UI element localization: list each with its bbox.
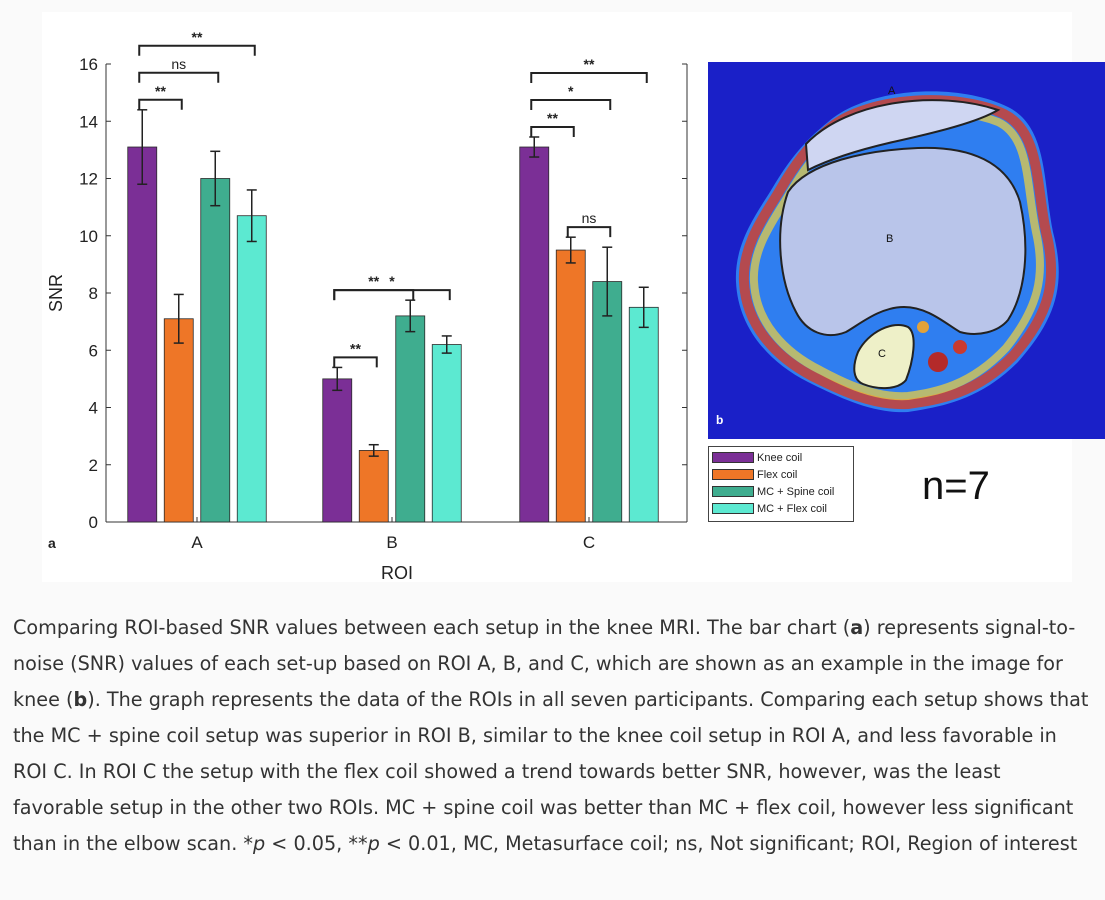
significance-bracket (530, 71, 648, 83)
x-axis-title: ROI (381, 563, 413, 582)
legend-item-mc-flex-coil: MC + Flex coil (712, 500, 850, 517)
mri-roi-label-c: C (878, 348, 886, 360)
mri-roi-label-b: B (886, 233, 893, 245)
significance-bracket (530, 125, 575, 137)
bar (395, 315, 426, 523)
significance-label: * (568, 83, 574, 99)
bar (322, 378, 353, 523)
y-tick-label: 8 (89, 284, 98, 303)
significance-bracket (333, 289, 415, 301)
sample-size-label: n=7 (922, 464, 990, 508)
caption-text: ). The graph represents the data of the … (13, 688, 1089, 855)
y-tick-label: 12 (79, 170, 98, 189)
y-tick-label: 10 (79, 227, 98, 246)
y-axis-title: SNR (46, 274, 66, 312)
legend-swatch (712, 469, 754, 480)
legend-label: MC + Flex coil (757, 502, 827, 515)
caption-text: < 0.01, MC, Metasurface coil; ns, Not si… (379, 832, 1078, 855)
caption-text: ) represents signal-to-noise (SNR) value… (13, 616, 1076, 711)
significance-bracket (333, 356, 378, 368)
legend-swatch (712, 486, 754, 497)
figure-caption: Comparing ROI-based SNR values between e… (13, 610, 1095, 862)
bar (592, 281, 623, 523)
x-tick-label: A (191, 533, 203, 552)
legend-label: MC + Spine coil (757, 485, 835, 498)
significance-label: ns (582, 210, 597, 226)
caption-italic-p: p (367, 832, 380, 855)
caption-italic-p: p (252, 832, 266, 855)
bar (519, 146, 550, 523)
y-tick-label: 16 (79, 55, 98, 74)
significance-bracket (138, 71, 220, 83)
chart-legend: Knee coil Flex coil MC + Spine coil MC +… (708, 446, 854, 522)
significance-label: ** (584, 56, 595, 72)
significance-label: ** (350, 340, 361, 356)
x-tick-label: B (386, 533, 397, 552)
bar (358, 450, 389, 523)
mri-panel-label: b (716, 413, 723, 427)
significance-label: ns (171, 56, 186, 72)
significance-label: ** (192, 29, 203, 45)
significance-bracket (138, 44, 256, 56)
bar (236, 215, 267, 523)
bar (555, 249, 586, 523)
mri-roi-label-a: A (888, 85, 896, 97)
chart-panel-label: a (48, 535, 56, 551)
caption-bold-a: a (850, 616, 864, 639)
legend-item-mc-spine-coil: MC + Spine coil (712, 483, 850, 500)
knee-mri-image: A B C b (708, 62, 1105, 439)
significance-bracket (566, 226, 612, 238)
significance-bracket (333, 289, 451, 301)
y-tick-label: 2 (89, 456, 98, 475)
y-tick-label: 6 (89, 341, 98, 360)
legend-label: Flex coil (757, 468, 798, 481)
bar (200, 178, 231, 523)
significance-bracket (530, 98, 612, 110)
significance-label: ** (547, 110, 558, 126)
legend-item-knee-coil: Knee coil (712, 449, 850, 466)
significance-label: ** (155, 83, 166, 99)
legend-swatch (712, 452, 754, 463)
figure: 0 2 4 6 8 10 12 14 16 A B C ROI SNR a ** ns ** ** ** * ** ns * *… (42, 12, 1105, 582)
bar (127, 146, 158, 523)
legend-label: Knee coil (757, 451, 803, 464)
legend-item-flex-coil: Flex coil (712, 466, 850, 483)
bar (628, 306, 659, 523)
y-tick-label: 4 (89, 399, 98, 418)
bar (163, 318, 194, 523)
caption-bold-b: b (73, 688, 88, 711)
significance-label: * (389, 273, 395, 289)
significance-bracket (138, 98, 183, 110)
caption-text: Comparing ROI-based SNR values between e… (13, 616, 851, 639)
x-tick-label: C (583, 533, 595, 552)
bar (431, 344, 462, 523)
legend-swatch (712, 503, 754, 514)
significance-label: ** (368, 273, 379, 289)
y-tick-label: 14 (79, 112, 98, 131)
caption-text: < 0.05, ** (265, 832, 368, 855)
y-tick-label: 0 (89, 513, 98, 532)
